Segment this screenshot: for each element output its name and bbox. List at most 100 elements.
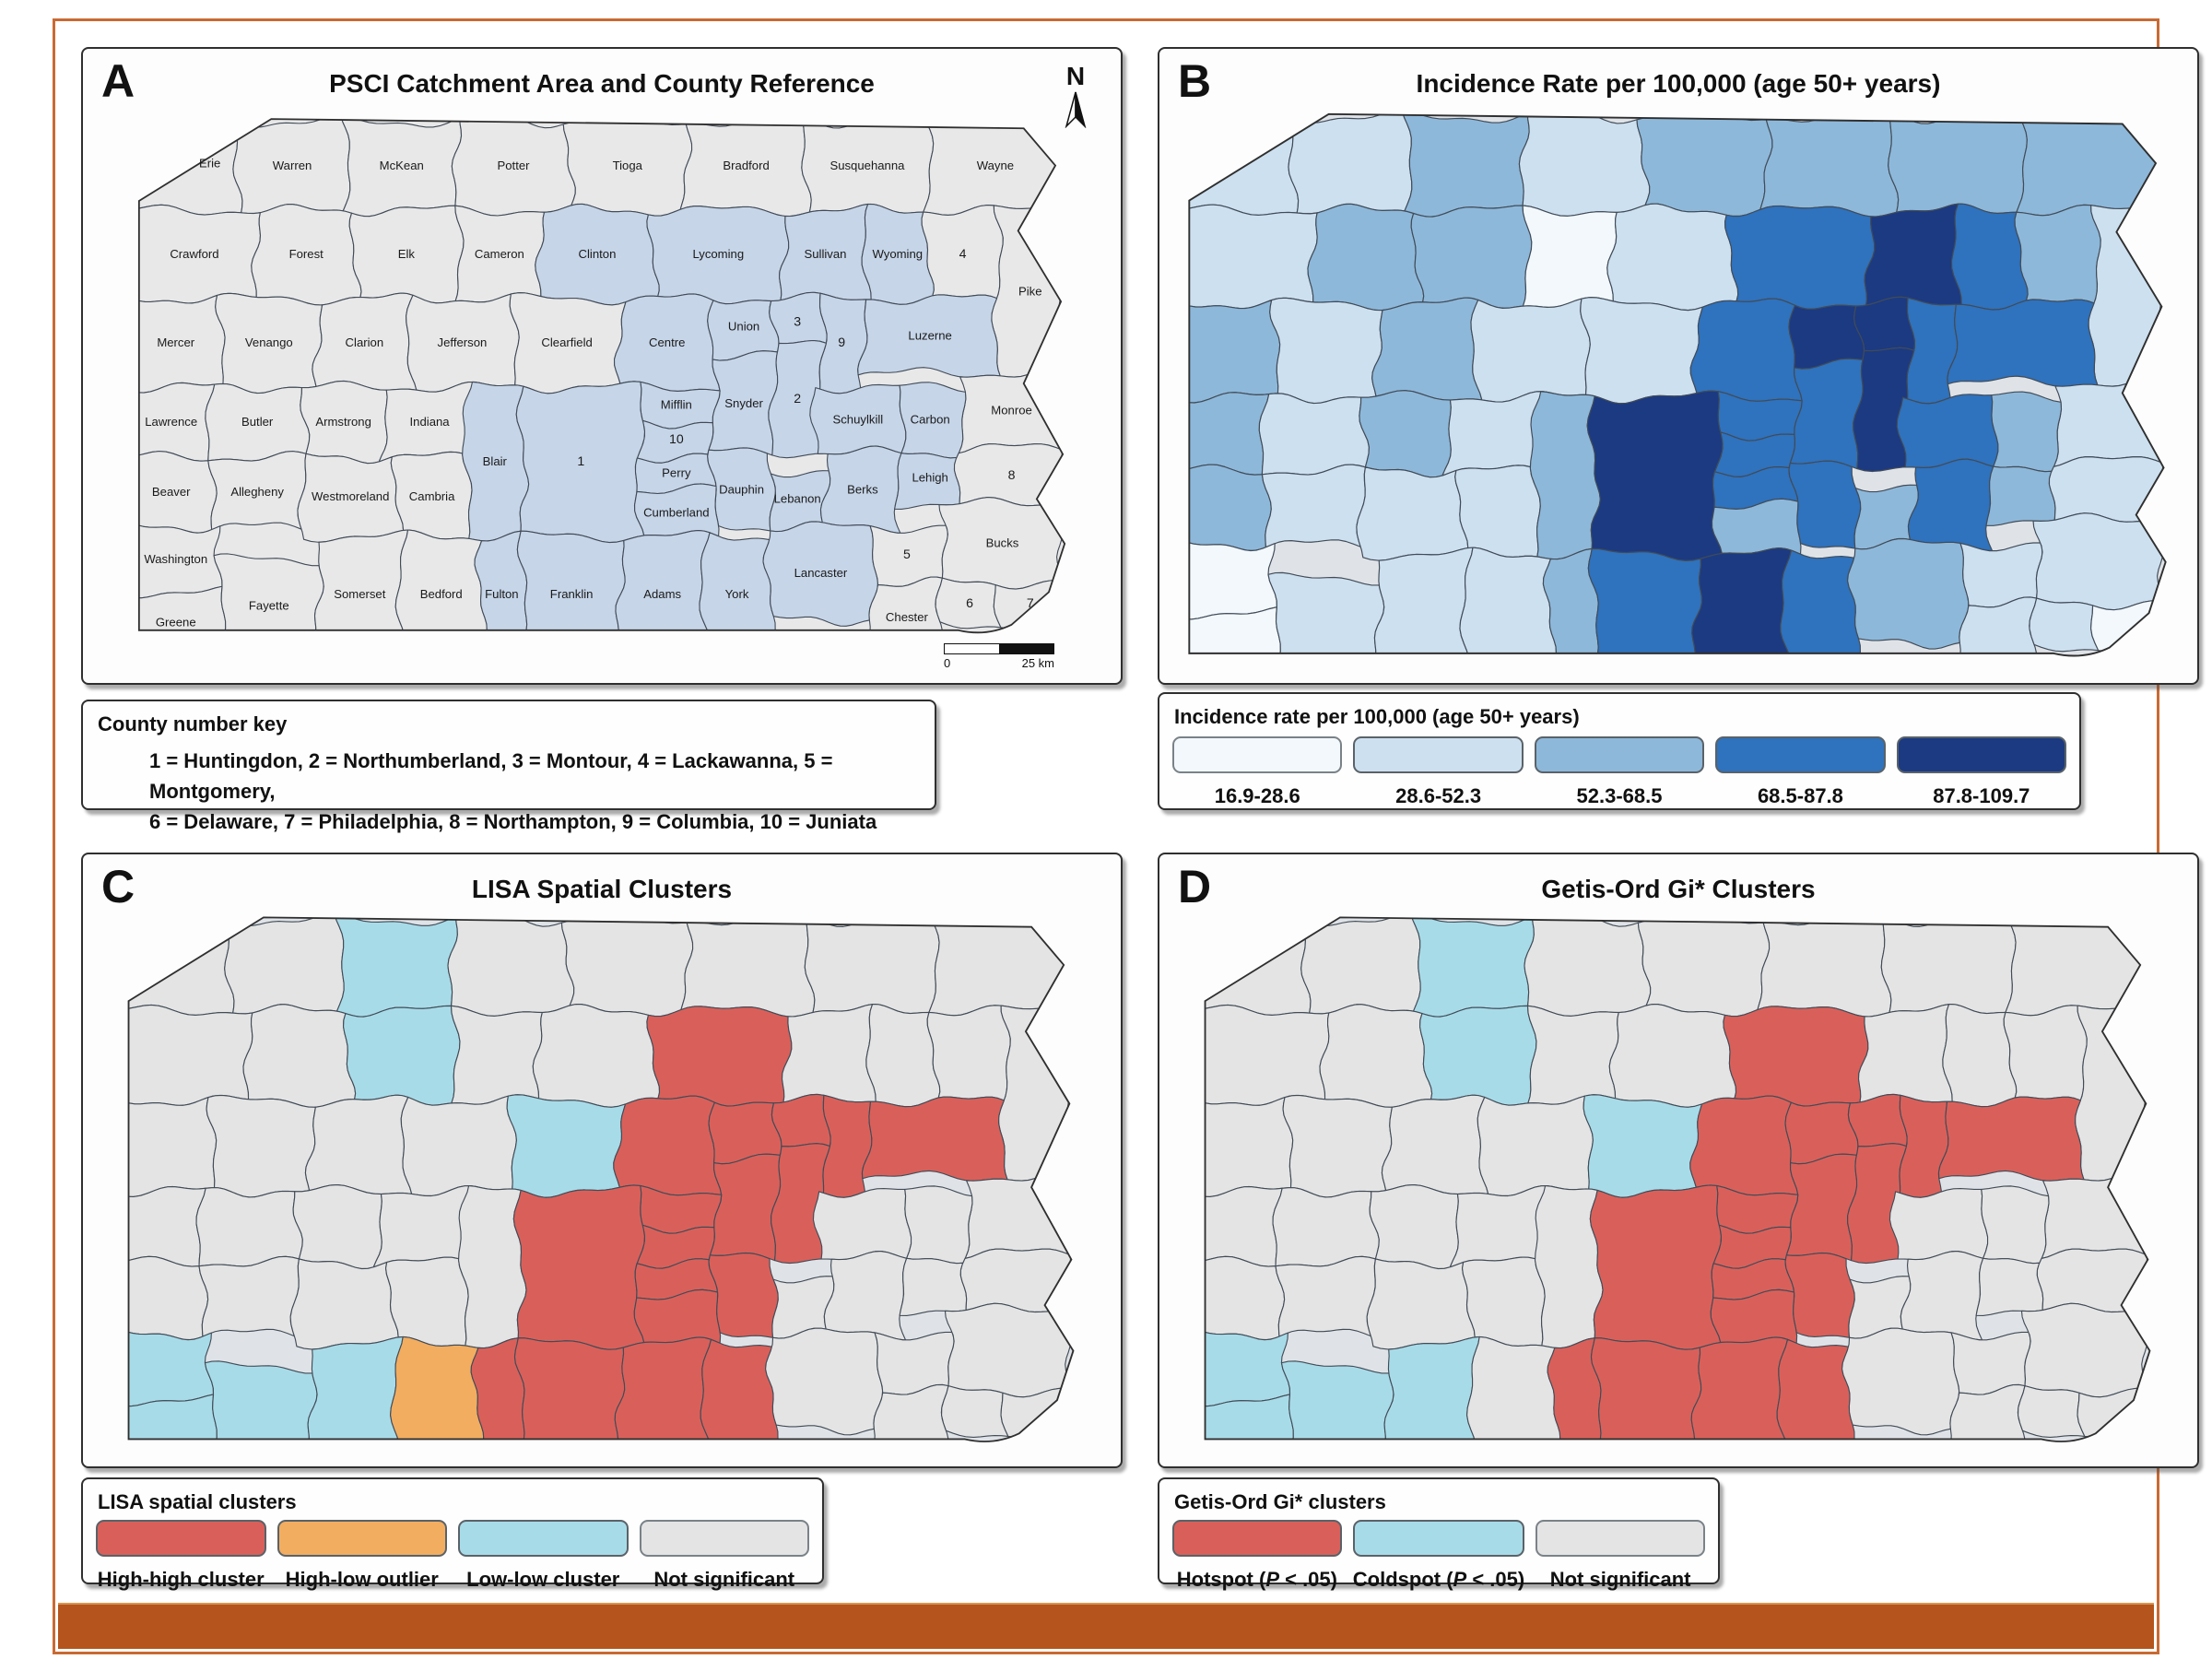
legend-swatch (1715, 736, 1886, 773)
legend-swatch (639, 1520, 809, 1557)
county-label-lawrence: Lawrence (145, 415, 197, 429)
county-susquehanna (804, 917, 940, 1015)
county-monroe (964, 1170, 1074, 1260)
figure-bottom-bar (58, 1603, 2154, 1649)
panel-d-title: Getis-Ord Gi* Clusters (1541, 875, 1816, 903)
county-lancaster (765, 1327, 884, 1436)
county-label-potter: Potter (497, 159, 530, 172)
county-label-juniata: 10 (669, 431, 684, 446)
key-line-1: 1 = Huntingdon, 2 = Northumberland, 3 = … (149, 749, 833, 803)
county-butler (195, 1187, 303, 1267)
county-allegheny (1275, 1255, 1376, 1337)
map-panel-b (1169, 102, 2186, 670)
county-elk (1418, 1005, 1537, 1106)
county-label-fulton: Fulton (485, 587, 518, 601)
county-bedford (394, 529, 488, 633)
county-tioga (1636, 113, 1773, 218)
county-label-mifflin: Mifflin (661, 397, 692, 411)
county-huntingdon (1589, 1184, 1722, 1350)
county-mckean (1401, 113, 1530, 218)
panel-d: D Getis-Ord Gi* Clusters (1158, 853, 2199, 1468)
county-label-forest: Forest (289, 247, 324, 261)
legend-label: 68.5-87.8 (1757, 784, 1843, 807)
legend-label: 16.9-28.6 (1214, 784, 1300, 807)
county-label-chester: Chester (886, 610, 929, 624)
county-armstrong (1369, 1183, 1459, 1270)
panel-c: C LISA Spatial Clusters (81, 853, 1123, 1468)
county-susquehanna (1888, 113, 2028, 215)
county-luzerne (861, 1096, 1008, 1182)
county-label-washington: Washington (144, 552, 207, 566)
county-label-armstrong: Armstrong (315, 415, 371, 429)
legend-getis-title: Getis-Ord Gi* clusters (1174, 1490, 1386, 1513)
scale-bar: 0 25 km (944, 643, 1054, 670)
county-label-indiana: Indiana (410, 415, 451, 429)
county-clinton (532, 1003, 661, 1108)
legend-label: Coldspot (P < .05) (1352, 1568, 1525, 1591)
county-philadelphia (1000, 1387, 1074, 1439)
legend-lisa: LISA spatial clusters High-high cluster H… (81, 1477, 824, 1591)
legend-item: Hotspot (P < .05) (1172, 1520, 1342, 1592)
county-cameron (1522, 205, 1618, 309)
county-lycoming (1723, 1006, 1869, 1107)
county-york (699, 532, 776, 633)
legend-incidence-title: Incidence rate per 100,000 (age 50+ year… (1174, 705, 1580, 728)
county-bucks (938, 496, 1065, 590)
county-somerset (1382, 1335, 1480, 1441)
county-somerset (1371, 547, 1474, 656)
county-potter (1524, 917, 1652, 1017)
county-bedford (390, 1335, 485, 1441)
county-bradford (1759, 113, 1900, 218)
county-snyder (709, 1153, 782, 1262)
north-label: N (1065, 62, 1086, 90)
county-clinton (1606, 203, 1739, 312)
county-potter (447, 917, 575, 1017)
county-philadelphia (2089, 600, 2166, 653)
county-westmoreland (289, 1258, 399, 1350)
county-allegheny (198, 1255, 300, 1337)
county-tioga (560, 917, 694, 1018)
legend-label: Not significant (653, 1568, 795, 1591)
legend-label: 28.6-52.3 (1395, 784, 1482, 807)
county-adams (614, 1336, 712, 1441)
county-crawford (1189, 204, 1318, 310)
county-berks (823, 1250, 908, 1341)
county-label-bucks: Bucks (986, 535, 1019, 549)
county-carbon (904, 1185, 973, 1265)
legend-item: Not significant (1535, 1520, 1705, 1592)
county-label-monroe: Monroe (991, 403, 1032, 417)
county-centre (613, 1095, 723, 1196)
county-label-philadelphia: 7 (1027, 595, 1034, 610)
legend-item: High-low outlier (276, 1520, 447, 1592)
county-label-greene: Greene (156, 615, 196, 629)
map-panel-c (92, 906, 1110, 1455)
county-lackawanna (2014, 204, 2101, 304)
county-wayne (2005, 917, 2150, 1017)
legend-item: 68.5-87.8 (1715, 736, 1886, 808)
county-clarion (1371, 297, 1483, 401)
legend-item: 87.8-109.7 (1896, 736, 2067, 808)
county-lycoming (646, 1006, 793, 1107)
county-label-delaware: 6 (966, 595, 973, 610)
county-butler (1272, 1187, 1380, 1267)
county-label-beaver: Beaver (152, 485, 191, 499)
county-jefferson (1477, 1095, 1594, 1197)
key-title: County number key (98, 712, 288, 735)
county-chester (1947, 1383, 2027, 1441)
legend-item: Not significant (639, 1520, 809, 1592)
county-lehigh (899, 1257, 968, 1316)
scale-distance: 25 km (1021, 656, 1054, 670)
county-label-berks: Berks (847, 482, 878, 496)
county-luzerne (1937, 1096, 2085, 1182)
county-greene (138, 585, 227, 633)
county-allegheny (1261, 464, 1366, 548)
county-label-tioga: Tioga (613, 159, 643, 172)
legend-label: Hotspot (P < .05) (1176, 1568, 1337, 1591)
county-label-northumberland: 2 (794, 391, 801, 406)
county-bedford (1459, 547, 1558, 656)
county-armstrong (1359, 390, 1452, 478)
county-crawford (128, 1004, 253, 1107)
legend-swatch (1534, 736, 1705, 773)
legend-label: Not significant (1549, 1568, 1691, 1591)
county-sullivan (1864, 203, 1962, 306)
